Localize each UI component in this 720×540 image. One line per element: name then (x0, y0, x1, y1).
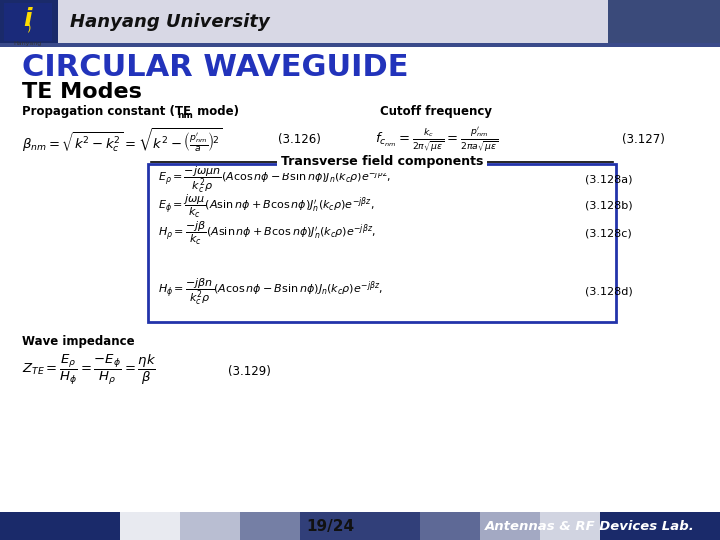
Text: ): ) (26, 22, 30, 32)
Text: (3.128a): (3.128a) (585, 175, 632, 185)
Text: Wave impedance: Wave impedance (22, 335, 135, 348)
Text: (3.129): (3.129) (228, 366, 271, 379)
Text: (3.126): (3.126) (278, 133, 321, 146)
Text: Transverse field components: Transverse field components (281, 156, 483, 168)
Text: (3.128c): (3.128c) (585, 228, 631, 238)
Text: Propagation constant (TE: Propagation constant (TE (22, 105, 191, 118)
Bar (58, 0, 720, 45)
Bar (600, 512, 660, 540)
Text: nm: nm (177, 111, 193, 119)
Text: Hanyang: Hanyang (14, 40, 42, 45)
Bar (420, 512, 480, 540)
Bar (58, 0, 608, 45)
Text: $E_\rho = \dfrac{-j\omega\mu n}{k_c^2\rho}(A\cos n\phi - B\sin n\phi)J_n(k_c\rho: $E_\rho = \dfrac{-j\omega\mu n}{k_c^2\rh… (158, 165, 391, 195)
Text: i: i (24, 7, 32, 31)
Text: $f_{c_{nm}} = \frac{k_c}{2\pi\sqrt{\mu\varepsilon}} = \frac{p_{nm}^{\prime}}{2\p: $f_{c_{nm}} = \frac{k_c}{2\pi\sqrt{\mu\v… (375, 126, 498, 154)
Text: $H_\rho = \dfrac{-j\beta}{k_c}(A\sin n\phi + B\cos n\phi)J_n^\prime(k_c\rho)e^{-: $H_\rho = \dfrac{-j\beta}{k_c}(A\sin n\p… (158, 219, 376, 247)
Bar (300, 512, 420, 540)
Bar (240, 512, 300, 540)
Text: Hanyang University: Hanyang University (70, 13, 270, 31)
Bar (180, 512, 240, 540)
Bar (480, 512, 540, 540)
Bar (600, 0, 720, 45)
Text: TE Modes: TE Modes (22, 82, 142, 102)
Bar (120, 512, 180, 540)
Text: $E_\phi = \dfrac{j\omega\mu}{k_c}(A\sin n\phi + B\cos n\phi)J_n^\prime(k_c\rho)e: $E_\phi = \dfrac{j\omega\mu}{k_c}(A\sin … (158, 192, 374, 220)
Bar (0, 512, 720, 540)
Bar (0, 43, 720, 47)
Bar (4, 3, 52, 41)
Text: Cutoff frequency: Cutoff frequency (380, 105, 492, 118)
Bar (540, 512, 600, 540)
Text: CIRCULAR WAVEGUIDE: CIRCULAR WAVEGUIDE (22, 53, 408, 83)
Text: (3.128b): (3.128b) (585, 201, 633, 211)
Bar (120, 512, 600, 540)
Text: (3.128d): (3.128d) (585, 287, 633, 297)
Bar (0, 0, 58, 45)
FancyBboxPatch shape (148, 164, 616, 322)
Text: $\beta_{nm} = \sqrt{k^2 - k_c^2} = \sqrt{k^2 - \left(\frac{p_{nm}^{\prime}}{a}\r: $\beta_{nm} = \sqrt{k^2 - k_c^2} = \sqrt… (22, 126, 222, 154)
Text: mode): mode) (193, 105, 239, 118)
Text: $H_\phi = \dfrac{-j\beta n}{k_c^2\rho}(A\cos n\phi - B\sin n\phi)J_n(k_c\rho)e^{: $H_\phi = \dfrac{-j\beta n}{k_c^2\rho}(A… (158, 277, 383, 307)
Text: Antennas & RF Devices Lab.: Antennas & RF Devices Lab. (485, 519, 695, 532)
Text: $Z_{TE} = \dfrac{E_\rho}{H_\phi} = \dfrac{-E_\phi}{H_\rho} = \dfrac{\eta k}{\bet: $Z_{TE} = \dfrac{E_\rho}{H_\phi} = \dfra… (22, 353, 156, 387)
Text: 19/24: 19/24 (306, 518, 354, 534)
Text: (3.127): (3.127) (622, 133, 665, 146)
